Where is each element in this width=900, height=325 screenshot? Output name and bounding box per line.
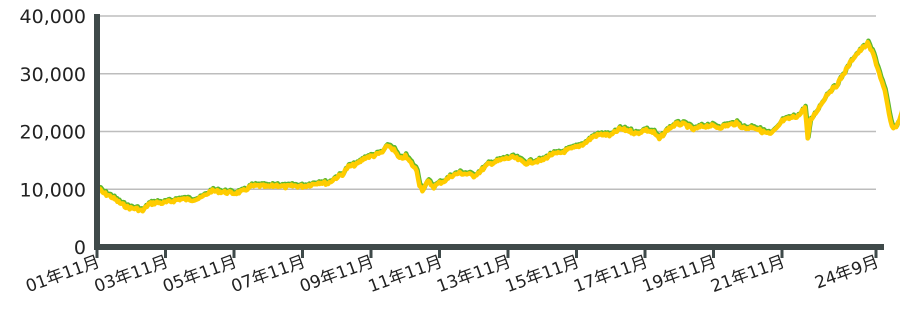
- x-tick-label: 05年11月: [160, 252, 239, 297]
- y-tick-label: 10,000: [20, 179, 86, 201]
- axes: [94, 14, 884, 250]
- x-tick-label: 07年11月: [229, 252, 308, 297]
- x-tick-label: 01年11月: [23, 252, 102, 297]
- x-tick-label: 11年11月: [366, 252, 445, 297]
- series-line: [95, 39, 900, 214]
- x-tick-label: 24年9月: [812, 252, 881, 294]
- x-ticks: [95, 247, 878, 258]
- x-tick-label: 09年11月: [297, 252, 376, 297]
- y-axis-labels: 0 10,000 20,000 30,000 40,000: [20, 6, 86, 259]
- series-line-shadow: [96, 38, 900, 213]
- x-tick-label: 13年11月: [434, 252, 513, 297]
- x-tick-label: 17年11月: [571, 252, 650, 297]
- x-tick-label: 15年11月: [503, 252, 582, 297]
- y-tick-label: 30,000: [20, 64, 86, 86]
- y-tick-label: 0: [74, 237, 86, 259]
- x-tick-label: 19年11月: [640, 252, 719, 297]
- y-tick-label: 20,000: [20, 122, 86, 144]
- x-axis-labels: 01年11月03年11月05年11月07年11月09年11月11年11月13年1…: [23, 252, 881, 297]
- series-layer: [95, 38, 900, 214]
- x-tick-label: 03年11月: [92, 252, 171, 297]
- x-tick-label: 21年11月: [708, 252, 787, 297]
- y-tick-label: 40,000: [20, 6, 86, 28]
- gridlines: [97, 15, 876, 190]
